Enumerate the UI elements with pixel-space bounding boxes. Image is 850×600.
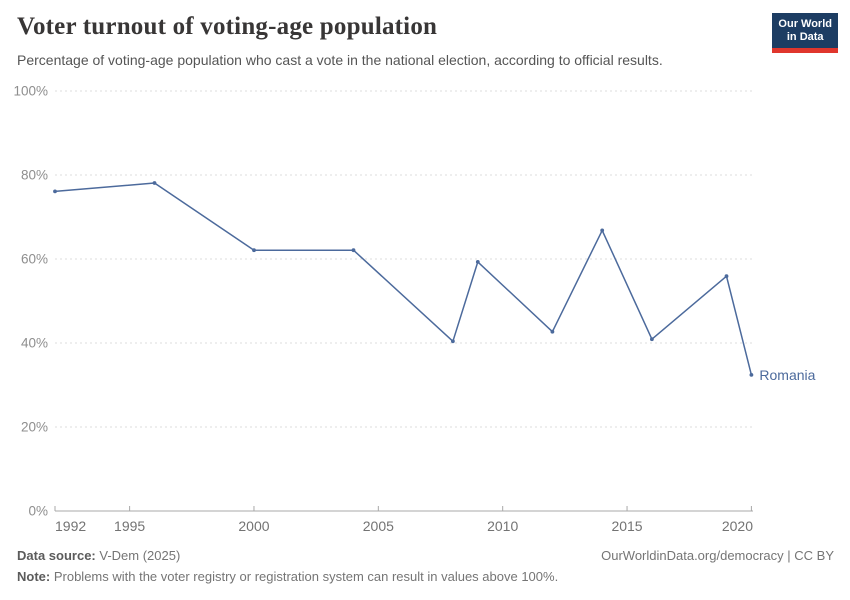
data-point-marker: [600, 228, 605, 233]
data-source-label: Data source:: [17, 548, 96, 563]
x-axis-tick-label: 2015: [611, 518, 642, 534]
y-axis-tick-label: 100%: [13, 84, 48, 99]
owid-logo-line1: Our World: [778, 18, 832, 30]
data-source: Data source: V-Dem (2025): [17, 548, 180, 563]
footer-license-link[interactable]: OurWorldinData.org/democracy | CC BY: [601, 548, 834, 563]
data-point-marker: [252, 248, 256, 253]
series-line: [54, 182, 753, 376]
footer-note-label: Note:: [17, 569, 51, 584]
data-point-marker: [451, 339, 455, 344]
y-axis-tick-label: 20%: [21, 420, 48, 435]
x-axis-tick-label: 2005: [363, 518, 394, 534]
data-point-marker: [724, 274, 729, 279]
footer-note: Note: Problems with the voter registry o…: [17, 569, 558, 584]
y-axis-tick-label: 80%: [21, 168, 48, 183]
chart-subtitle: Percentage of voting-age population who …: [17, 52, 663, 68]
data-point-marker: [152, 181, 157, 185]
x-axis-tick-label: 2000: [238, 518, 269, 534]
data-source-value: V-Dem (2025): [99, 548, 181, 563]
y-axis-tick-label: 0%: [28, 504, 48, 519]
chart-title: Voter turnout of voting-age population: [17, 13, 438, 40]
series-end-label: Romania: [759, 367, 815, 383]
data-point-marker: [550, 329, 555, 334]
owid-logo[interactable]: Our World in Data: [772, 13, 838, 53]
footer-note-value: Problems with the voter registry or regi…: [53, 569, 559, 584]
data-point-marker: [53, 189, 57, 194]
x-axis-tick-label: 1995: [114, 518, 145, 534]
x-axis-tick-label: 2010: [487, 518, 518, 534]
data-point-marker: [351, 248, 356, 253]
y-axis-tick-label: 60%: [21, 252, 48, 267]
data-point-marker: [749, 373, 754, 377]
y-axis-tick-label: 40%: [21, 336, 48, 351]
x-axis-tick-label: 1992: [55, 518, 86, 534]
data-point-marker: [650, 337, 654, 342]
x-axis-tick-label: 2020: [722, 518, 753, 534]
data-point-marker: [475, 260, 480, 264]
owid-logo-line2: in Data: [786, 31, 824, 43]
